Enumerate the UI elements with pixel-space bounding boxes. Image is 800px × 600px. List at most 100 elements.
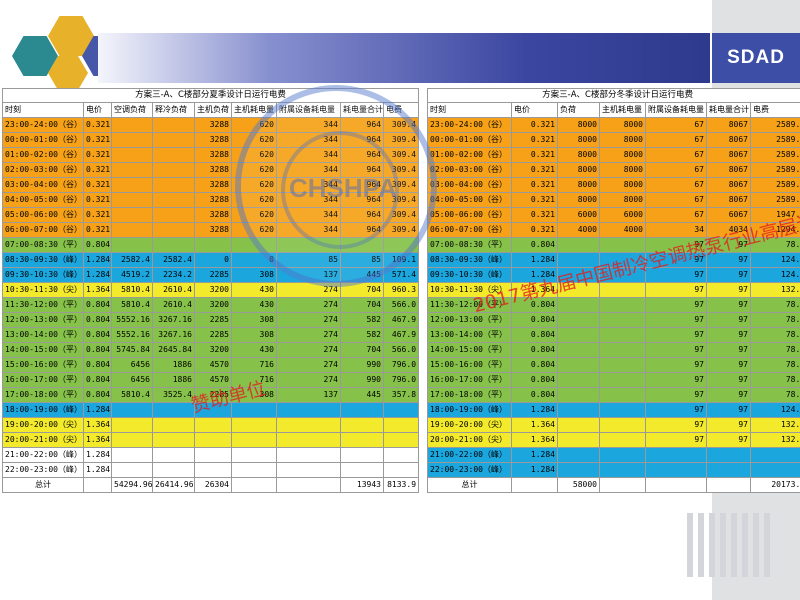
table-cell: 09:30-10:30（峰） <box>2 267 84 283</box>
table-cell <box>152 162 195 178</box>
table-cell: 1.284 <box>511 252 558 268</box>
table-cell: 26304 <box>194 477 232 493</box>
table-cell <box>557 417 600 433</box>
table-cell <box>111 117 153 133</box>
table-cell: 01:00-02:00（谷） <box>427 147 512 163</box>
table-cell: 566.0 <box>382 297 420 313</box>
table-row: 19:00-20:00（尖） 1.364 <box>2 417 420 433</box>
table-cell: 12:00-13:00（平） <box>2 312 84 328</box>
table-cell: 10:30-11:30（尖） <box>427 282 512 298</box>
table-row: 22:00-23:00（峰） 1.284 <box>427 462 800 478</box>
table-row: 20:00-21:00（尖） 1.364 <box>2 432 420 448</box>
table-row: 14:00-15:00（平） 0.804 5745.84 2645.84 3200 430… <box>2 342 420 358</box>
table-cell: 1.364 <box>511 417 558 433</box>
table-cell <box>276 462 341 478</box>
table-cell: 97 <box>706 357 751 373</box>
table-cell: 0.321 <box>511 117 558 133</box>
table-cell: 08:30-09:30（峰） <box>427 252 512 268</box>
table-cell <box>194 447 232 463</box>
table-row: 16:00-17:00（平） 0.804 6456 1886 4570 716 274 990… <box>2 372 420 388</box>
table-cell <box>557 447 600 463</box>
column-header: 负荷 <box>557 102 600 118</box>
table-cell <box>276 447 341 463</box>
table-cell: 12:00-13:00（平） <box>427 312 512 328</box>
table-cell: 132.3 <box>749 282 800 298</box>
table-cell: 67 <box>645 117 707 133</box>
table-cell <box>152 147 195 163</box>
table-cell <box>645 462 707 478</box>
column-header: 空调负荷 <box>111 102 153 118</box>
table-cell: 21:00-22:00（峰） <box>427 447 512 463</box>
table-cell: 8000 <box>557 192 600 208</box>
table-cell: 2589.5 <box>749 117 800 133</box>
table-cell: 16:00-17:00（平） <box>427 372 512 388</box>
table-cell: 17:00-18:00（平） <box>427 387 512 403</box>
table-cell: 16:00-17:00（平） <box>2 372 84 388</box>
table-cell <box>111 237 153 253</box>
table-cell <box>152 237 195 253</box>
table-cell: 0.321 <box>511 207 558 223</box>
table-cell: 0.804 <box>83 312 112 328</box>
table-cell: 8067 <box>706 177 751 193</box>
table-cell: 0.321 <box>511 132 558 148</box>
table-cell: 15:00-16:00（平） <box>427 357 512 373</box>
table-cell: 97 <box>645 282 707 298</box>
table-cell: 308 <box>231 267 277 283</box>
table-cell: 8000 <box>599 147 646 163</box>
table-cell <box>557 357 600 373</box>
table-cell: 8000 <box>599 162 646 178</box>
table-cell: 467.9 <box>382 327 420 343</box>
table-cell: 990 <box>340 357 384 373</box>
table-cell: 8000 <box>557 132 600 148</box>
table-cell: 274 <box>276 327 341 343</box>
table-cell <box>111 177 153 193</box>
table-cell: 716 <box>231 357 277 373</box>
table-cell: 3288 <box>194 192 232 208</box>
table-cell: 97 <box>645 327 707 343</box>
table-cell: 1.284 <box>83 447 112 463</box>
table-cell: 20:00-21:00（尖） <box>2 432 84 448</box>
table-cell: 6456 <box>111 372 153 388</box>
table-cell: 78.0 <box>749 342 800 358</box>
table-cell: 13:00-14:00（平） <box>2 327 84 343</box>
table-cell: 445 <box>340 387 384 403</box>
table-cell: 430 <box>231 297 277 313</box>
table-cell <box>557 327 600 343</box>
table-cell: 796.0 <box>382 372 420 388</box>
table-cell: 124.5 <box>749 267 800 283</box>
table-cell <box>152 432 195 448</box>
table-cell: 796.0 <box>382 357 420 373</box>
table-cell: 3288 <box>194 222 232 238</box>
table-cell: 2234.2 <box>152 267 195 283</box>
table-cell: 21:00-22:00（峰） <box>2 447 84 463</box>
table-cell: 0.321 <box>83 222 112 238</box>
table-cell <box>111 162 153 178</box>
table-cell: 3288 <box>194 177 232 193</box>
table-cell: 3288 <box>194 147 232 163</box>
table-cell: 97 <box>706 312 751 328</box>
table-cell: 1.364 <box>83 282 112 298</box>
table-cell <box>382 447 420 463</box>
table-cell: 97 <box>645 417 707 433</box>
table-cell: 5810.4 <box>111 282 153 298</box>
table-cell: 308 <box>231 327 277 343</box>
table-cell: 132.3 <box>749 432 800 448</box>
table-cell: 357.8 <box>382 387 420 403</box>
column-header: 时刻 <box>2 102 84 118</box>
table-cell: 10:30-11:30（尖） <box>2 282 84 298</box>
table-cell: 124.5 <box>749 252 800 268</box>
table-cell: 0.321 <box>83 192 112 208</box>
table-cell: 0.804 <box>511 297 558 313</box>
table-cell <box>231 432 277 448</box>
table-cell: 1.284 <box>511 402 558 418</box>
table-cell <box>557 387 600 403</box>
